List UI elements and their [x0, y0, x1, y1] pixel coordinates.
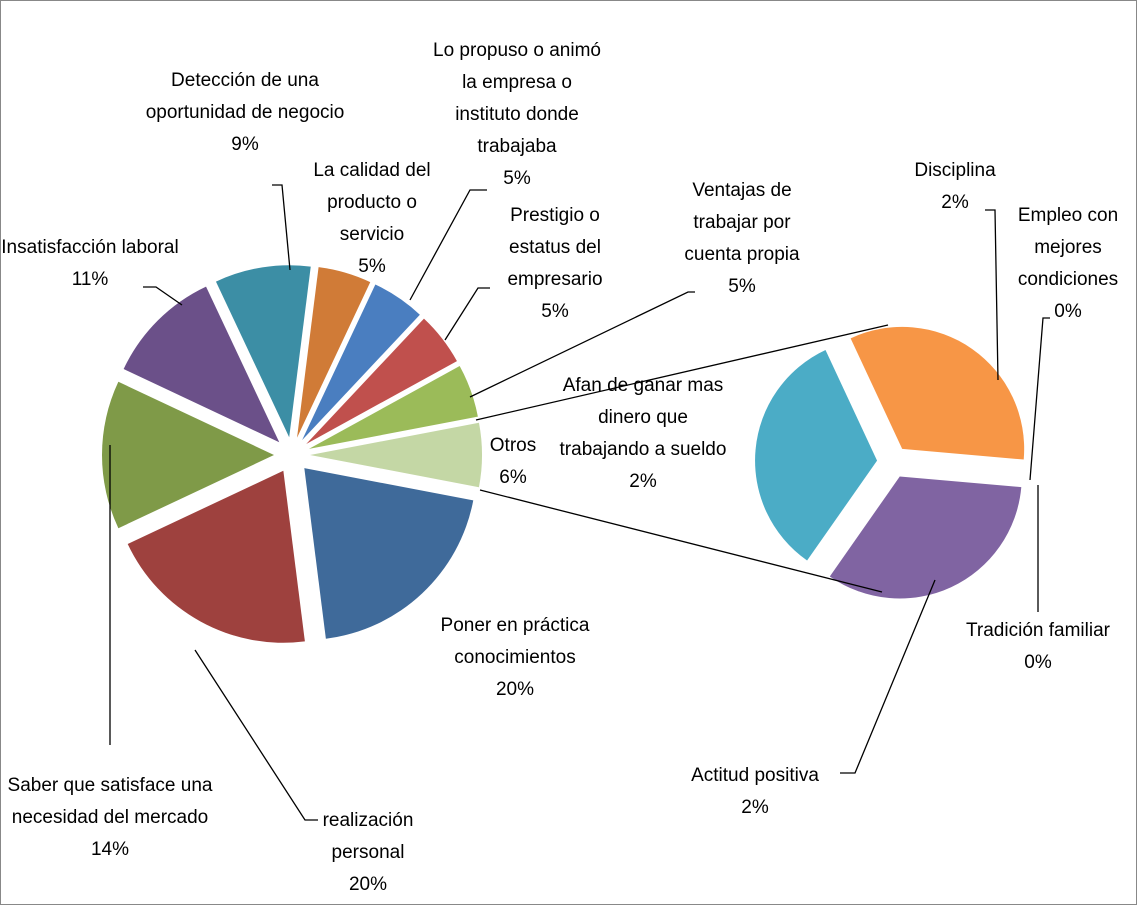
data-label: Prestigio o estatus del empresario 5% — [485, 200, 625, 328]
category-label: Poner en práctica conocimientos — [440, 615, 590, 668]
pie-slice — [755, 350, 878, 561]
category-label: realización personal — [322, 810, 414, 863]
data-label: Actitud positiva 2% — [665, 760, 845, 824]
data-label: La calidad del producto o servicio 5% — [297, 155, 447, 283]
pie-slice — [850, 326, 1025, 460]
leader-line — [840, 579, 936, 774]
category-label: Tradición familiar — [966, 620, 1110, 641]
leader-line — [272, 184, 291, 271]
data-label: Poner en práctica conocimientos 20% — [400, 610, 630, 706]
leader-lines — [109, 184, 1050, 821]
leader-line — [469, 291, 695, 398]
data-label: realización personal 20% — [288, 805, 448, 901]
data-label: Ventajas de trabajar por cuenta propia 5% — [672, 175, 812, 303]
category-label: Prestigio o estatus del empresario — [507, 205, 603, 290]
category-label: Lo propuso o animó la empresa o institut… — [433, 40, 601, 157]
leader-line — [143, 286, 183, 306]
pie-slice — [310, 422, 482, 488]
category-label: Otros — [489, 435, 537, 456]
leader-line — [985, 209, 999, 381]
category-label: Detección de una oportunidad de negocio — [145, 70, 345, 123]
category-label: Disciplina — [914, 160, 996, 181]
data-label: Afan de ganar mas dinero que trabajando … — [558, 370, 728, 498]
category-label: Afan de ganar mas dinero que trabajando … — [559, 375, 727, 460]
percent-label: 5% — [503, 168, 531, 189]
percent-label: 0% — [1024, 652, 1052, 673]
percent-label: 20% — [495, 679, 535, 700]
category-label: Ventajas de trabajar por cuenta propia — [684, 180, 800, 265]
percent-label: 2% — [741, 797, 769, 818]
pie-slice — [829, 476, 1022, 599]
pie-slice — [297, 267, 371, 438]
percent-label: 2% — [941, 192, 969, 213]
connector-line — [479, 489, 883, 593]
leader-line — [409, 189, 487, 301]
percent-label: 9% — [231, 134, 259, 155]
percent-label: 5% — [728, 276, 756, 297]
pie-slice — [123, 286, 280, 443]
percent-label: 5% — [541, 301, 569, 322]
data-label: Insatisfacción laboral 11% — [0, 232, 180, 296]
percent-label: 11% — [71, 269, 109, 290]
percent-label: 5% — [358, 256, 386, 277]
data-label: Disciplina 2% — [895, 155, 1015, 219]
category-label: Empleo con mejores condiciones — [1017, 205, 1119, 290]
data-label: Saber que satisface una necesidad del me… — [0, 770, 225, 866]
data-label: Tradición familiar 0% — [938, 615, 1137, 679]
leader-line — [194, 649, 318, 821]
category-label: Saber que satisface una necesidad del me… — [7, 775, 213, 828]
pie-slice — [102, 381, 275, 529]
category-label: Actitud positiva — [691, 765, 819, 786]
pie-slice — [215, 265, 311, 438]
pie-slice — [302, 284, 420, 441]
percent-label: 2% — [629, 471, 657, 492]
percent-label: 0% — [1054, 301, 1082, 322]
leader-line — [444, 287, 490, 341]
data-label: Empleo con mejores condiciones 0% — [1003, 200, 1133, 328]
connector-line — [475, 324, 889, 421]
data-label: Lo propuso o animó la empresa o institut… — [427, 35, 607, 195]
leader-line — [1029, 317, 1050, 481]
category-label: La calidad del producto o servicio — [313, 160, 431, 245]
percent-label: 14% — [90, 839, 130, 860]
data-label: Otros 6% — [473, 430, 553, 494]
pie-slice — [127, 470, 305, 643]
pie-slice — [304, 468, 474, 639]
pie-slice — [306, 318, 457, 444]
data-label: Detección de una oportunidad de negocio 9… — [145, 65, 345, 161]
percent-label: 20% — [348, 874, 388, 895]
category-label: Insatisfacción laboral — [1, 237, 179, 258]
percent-label: 6% — [499, 467, 527, 488]
pie-slice — [308, 366, 478, 449]
